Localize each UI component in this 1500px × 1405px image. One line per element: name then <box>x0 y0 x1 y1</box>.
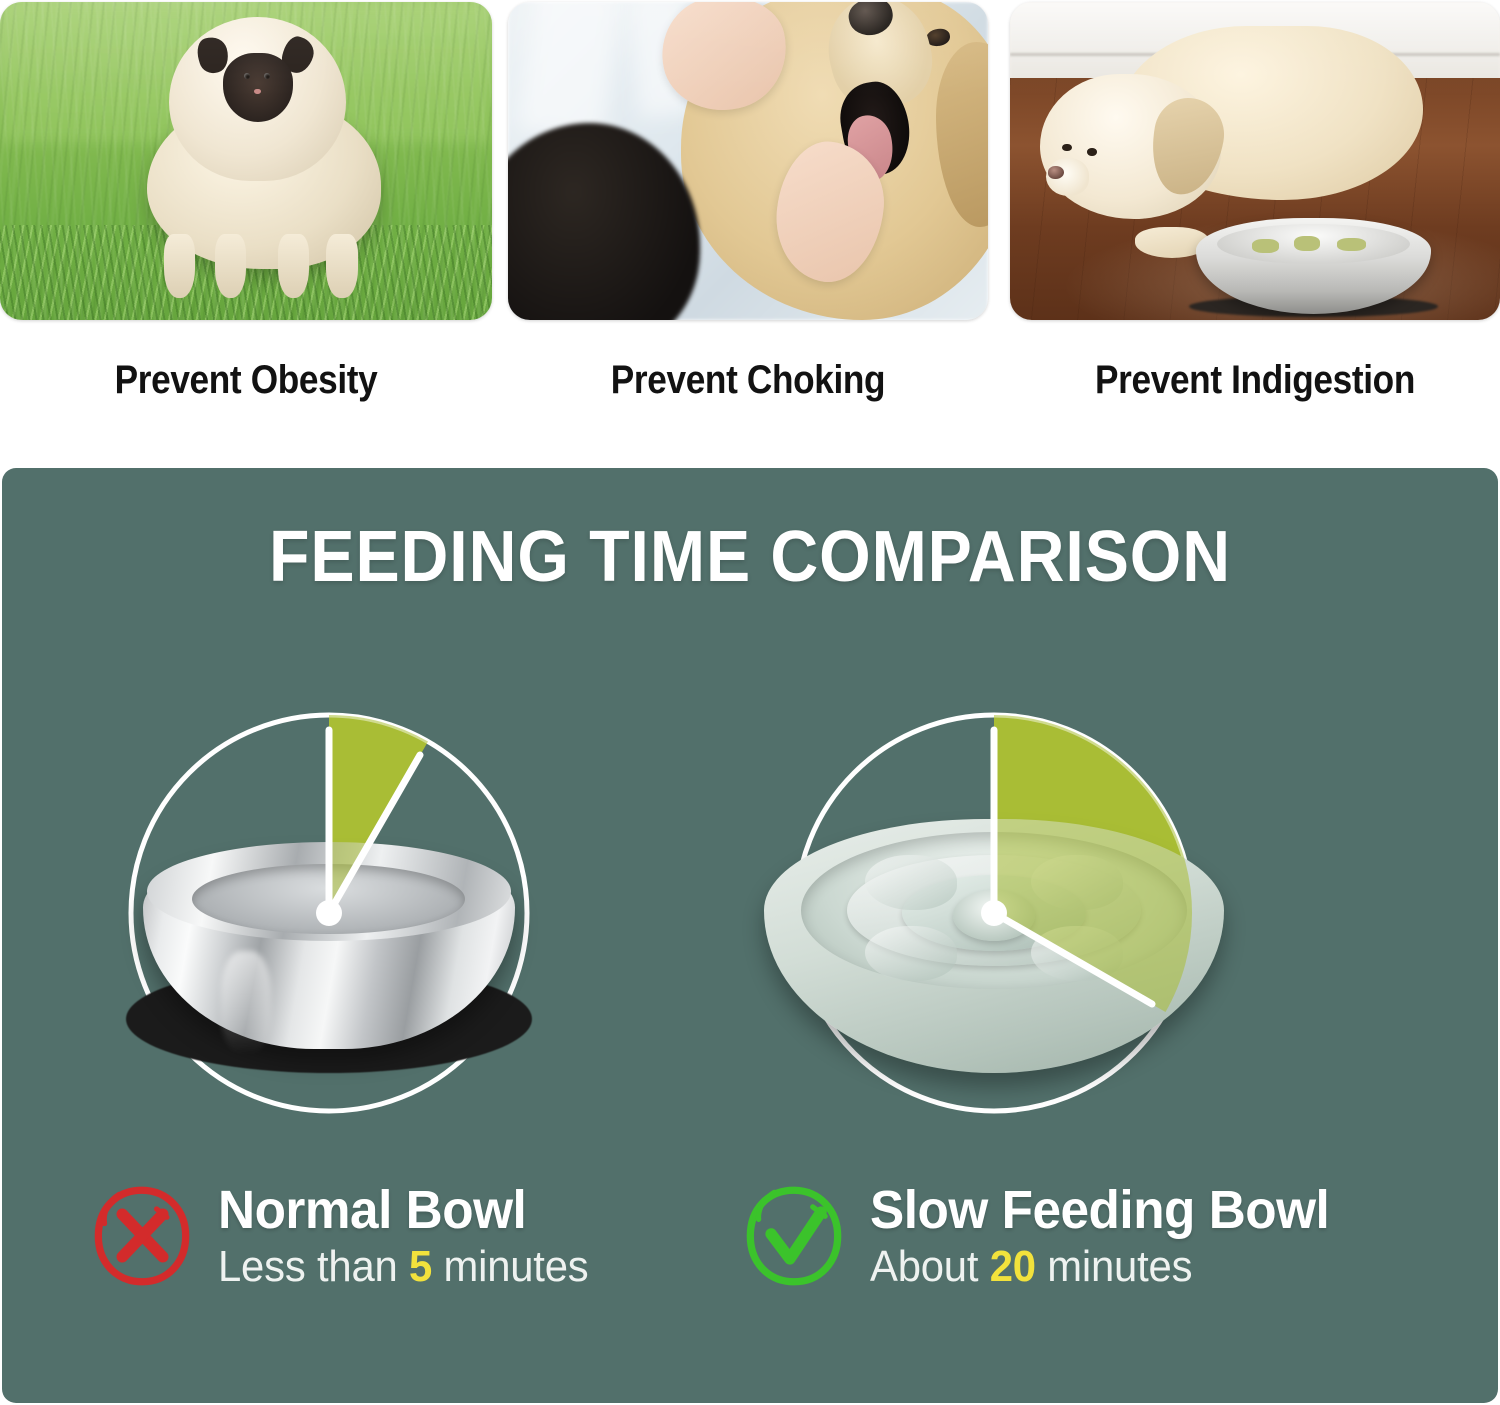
pug-leg <box>215 233 247 299</box>
clock-hand-end <box>325 751 424 917</box>
pug-leg <box>277 233 310 299</box>
sub-value: 5 <box>408 1242 433 1291</box>
kibble <box>1336 238 1366 252</box>
normal-bowl-title: Normal Bowl <box>218 1180 527 1240</box>
normal-bowl-subtitle: Less than 5 minutes <box>218 1240 589 1294</box>
benefit-photo-strip: Prevent Obesity Prevent Choking Prevent … <box>0 0 1500 460</box>
slow-bowl-label-text: Slow Feeding Bowl About 20 minutes <box>870 1180 1354 1294</box>
pug-eye <box>263 72 270 79</box>
sub-suffix: minutes <box>1035 1242 1193 1291</box>
pug-photo <box>0 2 492 320</box>
normal-bowl-dial <box>94 678 564 1148</box>
sub-suffix: minutes <box>432 1242 589 1291</box>
sub-prefix: Less than <box>218 1242 409 1291</box>
slow-bowl-subtitle: About 20 minutes <box>870 1240 1329 1294</box>
indigestion-photo <box>1010 2 1500 320</box>
normal-bowl-label-row: Normal Bowl Less than 5 minutes <box>90 1180 710 1310</box>
pug-leg <box>326 233 358 299</box>
pug-tongue <box>254 89 261 94</box>
pug-dog <box>118 12 403 305</box>
pug-head <box>169 17 347 182</box>
slow-bowl-label-row: Slow Feeding Bowl About 20 minutes <box>742 1180 1462 1310</box>
bowl-interior <box>1217 223 1411 265</box>
feeding-time-comparison-panel: FEEDING TIME COMPARISON <box>2 468 1498 1403</box>
dog-ear <box>936 42 988 228</box>
photo-caption-obesity: Prevent Obesity <box>114 358 378 402</box>
dog-eye <box>1087 148 1097 156</box>
slow-bowl-dial <box>744 678 1244 1148</box>
dog-nose <box>1047 165 1064 179</box>
slow-bowl-title: Slow Feeding Bowl <box>870 1180 1330 1240</box>
page-title: FEEDING TIME COMPARISON <box>268 517 1232 597</box>
choking-photo <box>508 2 988 320</box>
kibble <box>1252 239 1280 253</box>
photo-caption-indigestion: Prevent Indigestion <box>1095 358 1415 402</box>
check-circle-icon <box>742 1184 846 1288</box>
kibble <box>1294 235 1320 252</box>
sub-value: 20 <box>989 1242 1036 1291</box>
pug-face <box>222 53 294 123</box>
clock-hub <box>981 900 1007 926</box>
cross-circle-icon <box>90 1184 194 1288</box>
labrador-dog <box>1020 21 1432 263</box>
steel-food-bowl <box>1189 218 1439 318</box>
clock-hand-end <box>990 909 1156 1008</box>
sub-prefix: About <box>870 1242 990 1291</box>
photo-caption-choking: Prevent Choking <box>610 358 886 402</box>
photo-card-prevent-obesity <box>0 2 492 320</box>
clock-hub <box>316 900 342 926</box>
photo-card-prevent-choking <box>508 2 988 320</box>
photo-card-prevent-indigestion <box>1010 2 1500 320</box>
normal-bowl-label-text: Normal Bowl Less than 5 minutes <box>218 1180 608 1294</box>
pug-eye <box>243 72 251 79</box>
dog-eye <box>1062 143 1072 152</box>
pug-leg <box>163 233 196 299</box>
